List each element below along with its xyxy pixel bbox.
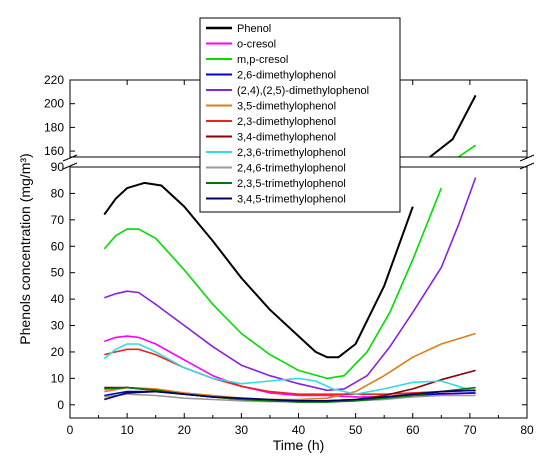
series-line-10 [104,386,476,403]
x-axis-label: Time (h) [273,437,325,453]
axis-break-marks [62,154,535,170]
legend-label: 2,3,6-trimethylophenol [237,147,346,159]
legend-label: 2,6-dimethylophenol [237,70,336,82]
legend-label: o-cresol [237,39,276,51]
x-tick-label: 60 [406,423,420,437]
y-tick-label: 20 [51,345,65,359]
series-line-11 [104,389,476,402]
y-axis-ticks: 0 10 20 30 40 50 60 70 80 90 160 180 200 220 [44,73,527,412]
x-tick-label: 80 [520,423,534,437]
x-tick-label: 70 [463,423,477,437]
y-tick-label: 180 [44,120,64,134]
legend-label: m,p-cresol [237,54,288,66]
legend-label: Phenol [237,23,271,35]
y-tick-label: 200 [44,97,64,111]
series-line-6 [104,348,476,395]
legend-label: (2,4),(2,5)-dimethylophenol [237,85,369,97]
y-tick-label: 50 [51,266,65,280]
axis-break-line [62,162,78,170]
y-tick-label: 10 [51,371,65,385]
x-axis-ticks: 0 10 20 30 40 50 60 70 80 [67,80,534,437]
y-tick-label: 60 [51,239,65,253]
x-tick-label: 0 [67,423,74,437]
axis-break-gap [62,158,78,166]
legend-label: 2,3-dimethylophenol [237,116,336,128]
legend-label: 3,4-dimethylophenol [237,132,336,144]
legend: Phenol o-cresol m,p-cresol 2,6-dimethylophe… [199,17,401,213]
legend-box [199,17,401,213]
x-tick-label: 50 [349,423,363,437]
legend-label: 3,5-dimethylophenol [237,101,336,113]
y-tick-label: 220 [44,73,64,87]
x-tick-label: 30 [235,423,249,437]
axis-break-line [62,154,78,162]
y-tick-label: 40 [51,292,65,306]
axis-break-line [519,162,535,170]
legend-label: 2,4,6-trimethylophenol [237,163,346,175]
axis-break-line [519,154,535,162]
y-tick-label: 0 [57,398,64,412]
series-line-8 [103,343,476,395]
axis-break-gap [519,158,535,166]
y-tick-label: 160 [44,144,64,158]
y-tick-label: 80 [51,186,65,200]
plot-lines [103,94,477,403]
y-tick-label: 30 [51,319,65,333]
x-tick-label: 20 [178,423,192,437]
x-tick-label: 10 [120,423,134,437]
series-line-0 [103,94,477,359]
y-tick-label: 70 [51,213,65,227]
y-tick-label: 90 [51,160,65,174]
x-tick-label: 40 [292,423,306,437]
series-line-2 [103,144,477,380]
legend-label: 2,3,5-trimethylophenol [237,178,346,190]
legend-label: 3,4,5-trimethylophenol [237,194,346,206]
y-axis-label: Phenols concentration (mg/m³) [17,153,33,344]
